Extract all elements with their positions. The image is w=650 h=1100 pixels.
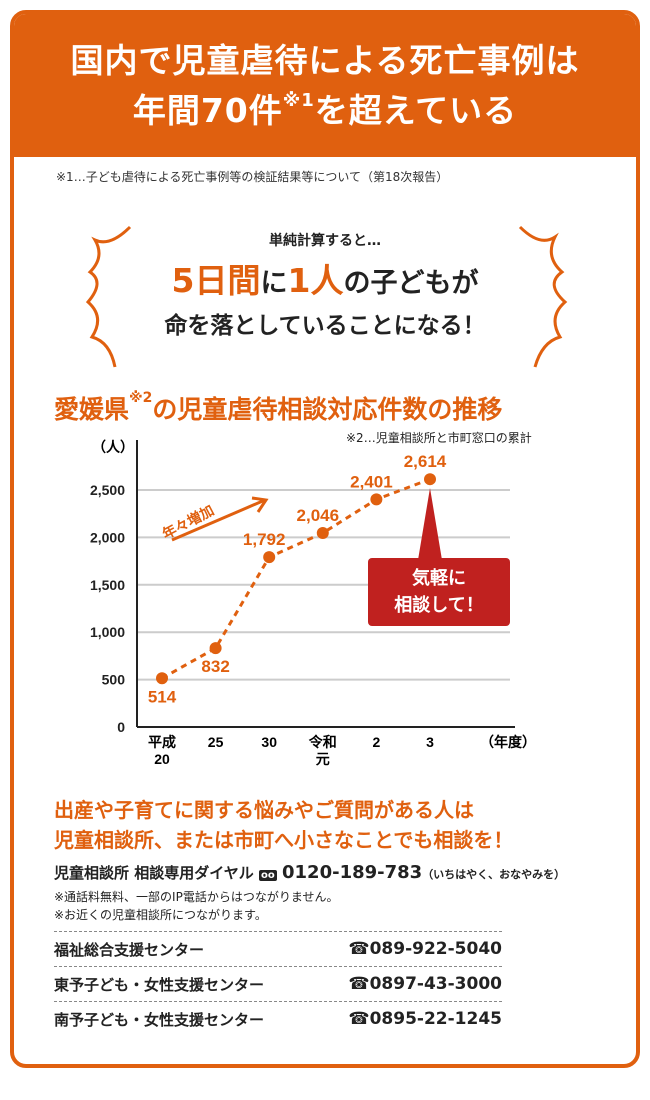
x-axis-label: （年度） xyxy=(480,734,536,750)
freedial-icon: oo xyxy=(259,870,277,881)
x-tick-label: 30 xyxy=(261,734,277,750)
phone-icon: ☎ xyxy=(348,939,370,959)
message-line2: 児童相談所、または市町へ小さなことでも相談を！ xyxy=(54,828,514,852)
data-label: 1,792 xyxy=(243,530,286,549)
headline-line2: 年間70件 xyxy=(132,91,283,130)
consult-callout: 気軽に相談して！ xyxy=(368,558,510,626)
burst-intro: 単純計算すると… xyxy=(269,233,381,249)
y-tick-label: 500 xyxy=(102,672,126,688)
y-axis-label: （人） xyxy=(92,439,134,455)
contact-name: 南予子ども・女性支援センター xyxy=(54,1010,265,1029)
increase-arrow xyxy=(171,498,266,542)
y-tick-label: 1,500 xyxy=(90,577,125,593)
y-tick-label: 0 xyxy=(117,719,125,735)
header-banner: 国内で児童虐待による死亡事例は 年間70件※1を超えている xyxy=(14,14,636,157)
contact-row: 東予子ども・女性支援センター ☎0897-43-3000 xyxy=(54,966,502,1001)
x-tick-label: 3 xyxy=(426,734,434,750)
contact-tel[interactable]: 0897-43-3000 xyxy=(369,974,502,994)
flyer-frame: 国内で児童虐待による死亡事例は 年間70件※1を超えている xyxy=(10,10,640,1068)
data-label: 2,614 xyxy=(404,452,447,471)
headline-line2-end: を超えている xyxy=(314,91,518,130)
data-label: 2,401 xyxy=(350,472,393,491)
burst-text: に xyxy=(260,268,288,299)
data-point xyxy=(209,642,222,655)
contact-row: 福祉総合支援センター ☎089-922-5040 xyxy=(54,931,502,966)
contact-name: 東予子ども・女性支援センター xyxy=(54,975,265,994)
y-tick-label: 2,000 xyxy=(90,529,125,545)
x-tick-label: 2 xyxy=(373,734,381,750)
data-point xyxy=(263,551,276,564)
contact-list: 福祉総合支援センター ☎089-922-5040 東予子ども・女性支援センター ☎0… xyxy=(54,931,502,1036)
consult-message: 出産や子育てに関する悩みやご質問がある人は児童相談所、または市町へ小さなことでも… xyxy=(54,795,513,855)
headline-line1: 国内で児童虐待による死亡事例は xyxy=(70,41,580,80)
footnote-2: ※2…児童相談所と市町窓口の累計 xyxy=(346,431,532,445)
burst-line1: 5日間に1人の子どもが xyxy=(0,254,650,302)
contact-name: 福祉総合支援センター xyxy=(54,940,205,959)
x-tick-label: 20 xyxy=(154,751,170,767)
note: ※お近くの児童相談所につながります。 xyxy=(54,908,267,922)
footnote-1: ※1…子ども虐待による死亡事例等の検証結果等について（第18次報告） xyxy=(56,170,449,184)
x-tick-label: 令和 xyxy=(308,734,337,750)
burst-days: 5日間 xyxy=(171,261,261,300)
x-tick-label: 元 xyxy=(316,751,330,767)
burst-line2: 命を落としていることになる！ xyxy=(164,313,486,339)
note: ※通話料無料、一部のIP電話からはつながりません。 xyxy=(54,890,339,904)
contact-tel[interactable]: 0895-22-1245 xyxy=(369,1009,502,1029)
phone-icon: ☎ xyxy=(348,974,370,994)
chart-title-a: 愛媛県 xyxy=(54,395,130,424)
callout-line2: 相談して！ xyxy=(394,595,484,616)
data-point xyxy=(370,493,383,506)
contact-tel[interactable]: 089-922-5040 xyxy=(369,939,502,959)
x-tick-label: 25 xyxy=(208,734,224,750)
chart-title-b: の児童虐待相談対応件数の推移 xyxy=(152,395,503,424)
data-label: 2,046 xyxy=(297,506,340,525)
data-point xyxy=(316,527,329,540)
dial-notes: ※通話料無料、一部のIP電話からはつながりません。 ※お近くの児童相談所につながり… xyxy=(54,888,338,924)
contact-row: 南予子ども・女性支援センター ☎0895-22-1245 xyxy=(54,1001,502,1036)
data-point xyxy=(424,473,436,486)
dial-info: 児童相談所 相談専用ダイヤル oo 0120-189-783（いちはやく、おなや… xyxy=(54,862,565,883)
footnote-mark: ※2 xyxy=(129,390,153,406)
burst-brackets xyxy=(85,225,568,368)
y-tick-label: 1,000 xyxy=(90,624,125,640)
chart-title: 愛媛県※2の児童虐待相談対応件数の推移 xyxy=(54,390,502,426)
increase-arrowhead xyxy=(251,496,269,513)
burst-person: 1人 xyxy=(287,261,344,300)
callout-line1: 気軽に xyxy=(412,568,466,589)
y-tick-label: 2,500 xyxy=(90,482,125,498)
message-line1: 出産や子育てに関する悩みやご質問がある人は xyxy=(54,798,474,822)
data-label: 514 xyxy=(148,687,177,706)
x-tick-label: 平成 xyxy=(148,734,176,750)
series-line xyxy=(161,477,431,680)
data-point xyxy=(156,672,168,685)
dial-label: 児童相談所 相談専用ダイヤル xyxy=(54,864,254,882)
dial-number[interactable]: 0120-189-783 xyxy=(282,862,423,883)
burst-text: の子どもが xyxy=(343,268,479,299)
footnote-mark: ※1 xyxy=(282,90,315,111)
dial-reading: （いちはやく、おなやみを） xyxy=(422,868,566,881)
phone-icon: ☎ xyxy=(348,1009,370,1029)
data-label: 832 xyxy=(201,657,229,676)
